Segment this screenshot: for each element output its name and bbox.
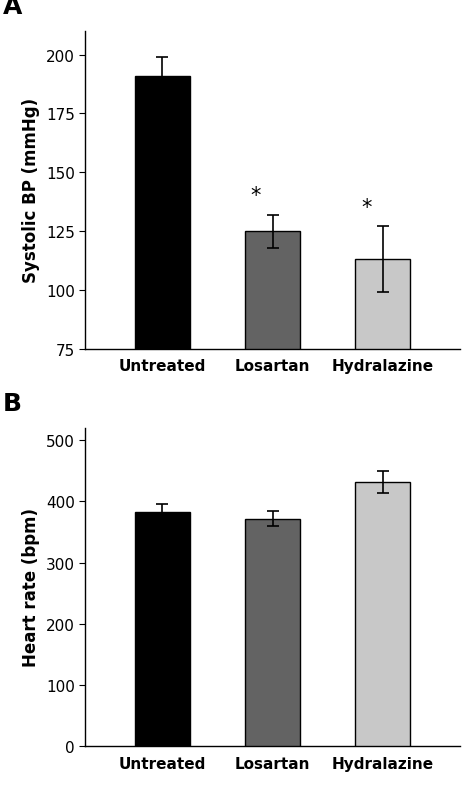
Text: *: * [361,197,371,217]
Bar [355,482,410,746]
Y-axis label: Heart rate (bpm): Heart rate (bpm) [22,508,40,666]
Text: B: B [3,392,22,416]
Bar [355,260,410,350]
Bar [135,77,190,350]
Bar [135,512,190,746]
Bar [245,232,300,350]
Text: A: A [3,0,22,19]
Text: *: * [251,186,261,206]
Bar [245,519,300,746]
Y-axis label: Systolic BP (mmHg): Systolic BP (mmHg) [22,99,40,283]
